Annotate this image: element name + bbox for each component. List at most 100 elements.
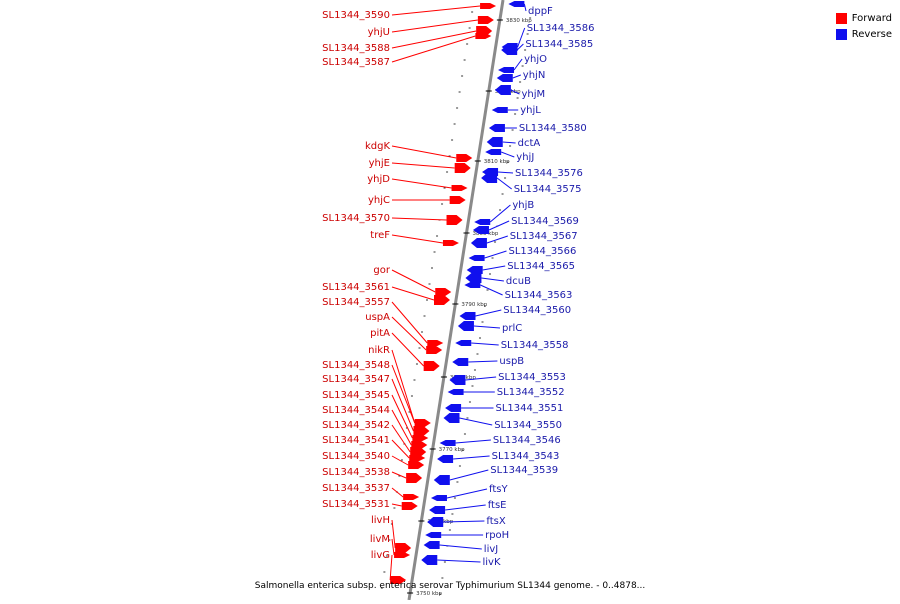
gene-label-sl1344-3541: SL1344_3541: [322, 435, 390, 446]
gene-label-sl1344-3561: SL1344_3561: [322, 282, 390, 293]
reverse-gene-arrow: [464, 282, 481, 288]
forward-gene-arrow: [427, 340, 444, 346]
reverse-swatch: [835, 28, 847, 40]
reverse-gene-arrow: [474, 219, 491, 225]
gene-label-sl1344-3586: SL1344_3586: [527, 23, 595, 34]
reverse-gene-leader: [502, 141, 516, 144]
gene-label-yhju: yhjU: [368, 27, 390, 38]
gene-label-livg: livG: [371, 550, 390, 561]
forward-gene-arrow: [442, 240, 459, 246]
reverse-gene-leader: [516, 43, 524, 51]
forward-gene-arrow: [395, 543, 412, 553]
forward-gene-leader: [391, 35, 476, 63]
gene-label-sl1344-3585: SL1344_3585: [525, 39, 593, 50]
backbone-line: [407, 0, 505, 601]
reverse-gene-leader: [480, 284, 503, 296]
reverse-gene-arrow: [459, 312, 476, 320]
forward-gene-leader: [391, 378, 414, 432]
gene-label-sl1344-3587: SL1344_3587: [322, 57, 390, 68]
forward-gene-arrow: [434, 295, 450, 305]
forward-gene-arrow: [446, 215, 463, 225]
forward-gene-leader: [391, 19, 478, 33]
forward-gene-arrow: [406, 473, 423, 483]
gene-label-sl1344-3558: SL1344_3558: [501, 340, 569, 351]
gene-label-sl1344-3566: SL1344_3566: [509, 246, 577, 257]
reverse-gene-arrow: [433, 475, 450, 485]
reverse-gene-leader: [510, 89, 520, 95]
reverse-gene-arrow: [486, 137, 503, 147]
forward-gene-leader: [391, 519, 396, 549]
forward-gene-leader: [391, 424, 411, 453]
gene-label-sl1344-3546: SL1344_3546: [493, 435, 561, 446]
gene-label-sl1344-3544: SL1344_3544: [322, 405, 390, 416]
reverse-gene-arrow: [439, 440, 456, 446]
forward-gene-leader: [391, 439, 410, 459]
gene-label-yhjd: yhjD: [367, 174, 390, 185]
forward-gene-leader: [391, 234, 444, 244]
gene-label-sl1344-3570: SL1344_3570: [322, 213, 390, 224]
gene-label-yhjj: yhjJ: [516, 152, 534, 163]
legend-label-reverse: Reverse: [851, 28, 892, 40]
forward-gene-leader: [391, 30, 477, 49]
legend: Forward Reverse: [835, 10, 892, 42]
forward-gene-leader: [391, 364, 416, 424]
forward-gene-arrow: [409, 455, 426, 461]
gene-label-sl1344-3553: SL1344_3553: [498, 372, 566, 383]
forward-swatch: [835, 12, 847, 24]
reverse-gene-leader: [517, 27, 526, 48]
forward-gene-arrow: [480, 3, 497, 9]
gene-label-ftsx: ftsX: [486, 516, 505, 527]
gene-label-sl1344-3569: SL1344_3569: [511, 216, 579, 227]
scale-tick-label: 3770 kbp: [439, 447, 465, 453]
reverse-gene-leader: [498, 171, 514, 174]
reverse-gene-leader: [481, 277, 504, 282]
gene-label-sl1344-3551: SL1344_3551: [496, 403, 564, 414]
gene-label-sl1344-3560: SL1344_3560: [503, 305, 571, 316]
reverse-gene-leader: [501, 151, 515, 158]
gene-label-sl1344-3545: SL1344_3545: [322, 390, 390, 401]
reverse-gene-arrow: [481, 173, 498, 183]
gene-label-sl1344-3550: SL1344_3550: [494, 420, 562, 431]
reverse-gene-leader: [482, 265, 506, 271]
forward-gene-arrow: [475, 33, 492, 39]
forward-gene-leader: [391, 269, 436, 293]
reverse-gene-arrow: [449, 375, 466, 385]
reverse-gene-leader: [437, 559, 481, 563]
gene-label-sl1344-3547: SL1344_3547: [322, 374, 390, 385]
reverse-gene-leader: [513, 58, 523, 71]
forward-gene-arrow: [477, 16, 494, 24]
gene-label-sl1344-3590: SL1344_3590: [322, 10, 390, 21]
gene-label-dcub: dcuB: [506, 276, 531, 287]
gene-label-livh: livH: [371, 515, 390, 526]
gene-label-sl1344-3567: SL1344_3567: [510, 231, 578, 242]
gene-label-sl1344-3543: SL1344_3543: [492, 451, 560, 462]
scale-tick-label: 3750 kbp: [416, 591, 442, 597]
reverse-gene-arrow: [501, 45, 518, 55]
gene-label-sl1344-3531: SL1344_3531: [322, 499, 390, 510]
forward-gene-arrow: [456, 154, 473, 162]
forward-gene-arrow: [394, 552, 411, 558]
gene-label-yhjo: yhjO: [524, 54, 547, 65]
reverse-gene-arrow: [491, 107, 508, 113]
reverse-gene-arrow: [447, 389, 464, 395]
reverse-gene-leader: [455, 439, 491, 444]
scale-tick-label: 3790 kbp: [461, 302, 487, 308]
reverse-gene-arrow: [452, 358, 469, 366]
gene-label-yhjn: yhjN: [523, 70, 546, 81]
gene-label-tref: treF: [370, 230, 390, 241]
gene-label-sl1344-3563: SL1344_3563: [505, 290, 573, 301]
reverse-gene-arrow: [427, 517, 444, 527]
reverse-gene-arrow: [488, 124, 505, 132]
reverse-gene-leader: [443, 520, 485, 523]
gene-label-uspb: uspB: [499, 356, 524, 367]
reverse-gene-arrow: [498, 67, 515, 73]
forward-gene-arrow: [426, 346, 443, 354]
forward-gene-leader: [391, 5, 481, 16]
reverse-gene-arrow: [437, 455, 454, 463]
forward-gene-leader: [391, 162, 455, 169]
forward-gene-leader: [391, 286, 435, 301]
reverse-gene-arrow: [494, 85, 511, 95]
forward-gene-arrow: [412, 435, 429, 441]
gene-label-dcta: dctA: [518, 138, 541, 149]
